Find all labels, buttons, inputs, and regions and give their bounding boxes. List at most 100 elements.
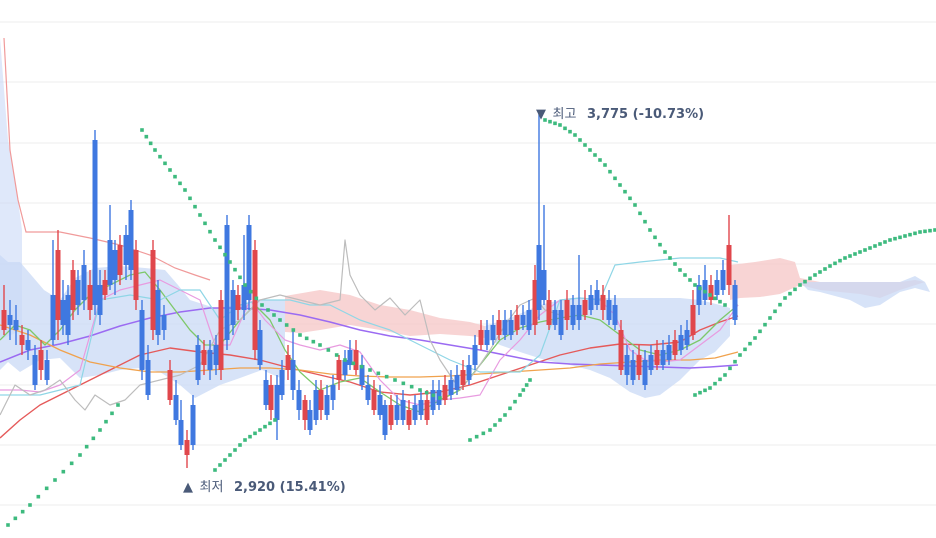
sar-dot-1-3-2 [193,204,197,209]
sar-dot-5-4-1 [758,329,762,334]
candle-body-105 [600,295,606,310]
sar-dot-5-3-2 [748,341,752,346]
candle-body-37 [207,350,213,370]
candle-body-10 [60,300,66,325]
sar-dot-5-12-1 [878,242,882,246]
candle-body-76 [430,390,436,410]
sar-dot-5-6 [783,296,787,300]
sar-dot-1-4 [198,213,202,217]
candle-72 [406,400,412,430]
candle-127 [732,280,738,325]
sar-dot-5-1 [708,386,712,390]
candle-body-87 [496,320,502,335]
sar-dot-5-14-1 [908,232,912,237]
candle-117 [672,330,678,360]
sar-dot-5-2-2 [733,359,737,364]
candle-body-17 [97,285,103,315]
sar-dot-4-11 [708,293,712,297]
sar-dot-5-10-1 [848,254,852,258]
candle-body-74 [418,400,424,415]
candle-body-38 [213,345,219,365]
sar-dot-3-1 [488,428,492,432]
sar-dot-1-11-1 [326,348,331,352]
candle-body-0 [1,310,7,330]
candle-body-106 [606,300,612,320]
candle-61 [342,350,348,380]
candle-body-25 [139,310,145,370]
candle-122 [702,265,708,305]
sar-dot-1-9 [278,318,282,322]
candle-125 [720,260,726,295]
sar-dot-0-4-1 [104,419,108,424]
candle-body-107 [612,305,618,325]
candle-body-49 [274,385,280,420]
candle-body-1 [7,315,13,325]
candle-38 [213,335,219,375]
candle-body-123 [708,285,714,300]
sar-dot-4-10-2 [703,289,707,294]
candle-28 [155,280,161,345]
sar-dot-5-13-2 [898,235,902,240]
candlesticks [1,110,738,468]
sar-dot-5-7-1 [803,279,807,284]
candle-0 [1,285,7,335]
candle-body-42 [235,295,241,310]
candle-body-99 [564,300,570,320]
sar-dot-5-0 [693,393,697,397]
sar-dot-1-5 [213,238,217,242]
sar-dot-0-1-2 [44,486,49,491]
candle-body-48 [268,385,274,410]
sar-dot-5-11 [858,250,862,254]
candle-69 [388,395,394,430]
candle-48 [268,375,274,420]
sar-dot-4-6 [633,203,637,207]
leading-span-a [3,37,211,281]
candle-62 [347,340,353,370]
candle-body-19 [107,240,113,285]
candle-body-75 [424,400,430,420]
candle-body-112 [642,360,648,385]
candle-body-6 [38,350,44,370]
candle-91 [520,305,526,330]
candle-55 [307,400,313,435]
candle-body-110 [630,360,636,380]
candle-body-32 [178,420,184,445]
sar-dot-5-15-2 [928,228,932,233]
candle-body-9 [55,250,61,320]
sar-dot-4-3-1 [593,153,597,157]
sar-dot-2-2 [243,438,247,442]
candle-body-71 [400,400,406,420]
sar-dot-4-8-2 [673,262,677,266]
candle-body-7 [44,360,50,380]
sar-dot-2-3 [258,428,262,432]
sar-dot-4-1 [558,123,562,127]
sar-dot-1-14-1 [401,381,406,386]
sar-dot-4-4 [603,163,607,167]
candle-body-3 [19,335,25,345]
candle-body-24 [133,250,139,300]
candle-body-62 [347,350,353,365]
candle-70 [394,395,400,425]
candle-27 [150,240,156,340]
sar-dot-5-10 [843,256,847,260]
sar-dot-4-11-1 [713,296,717,301]
candle-43 [241,235,247,320]
candle-2 [13,305,19,345]
candle-47 [263,370,269,410]
candle-71 [400,390,406,425]
sar-dot-5-12 [873,244,877,248]
candle-59 [330,375,336,410]
sar-dot-3-3 [518,393,522,397]
sar-dot-1-14 [393,378,397,382]
sar-dot-5-9 [828,264,832,268]
sar-dot-4-3 [588,148,592,152]
candle-body-61 [342,360,348,375]
candle-95 [541,205,547,305]
candle-110 [630,350,636,385]
candle-116 [666,335,672,365]
sar-dot-5-12-2 [883,240,887,244]
candle-76 [430,380,436,415]
candle-body-58 [324,395,330,415]
sar-dot-1-2 [168,168,172,172]
candle-52 [290,330,296,400]
